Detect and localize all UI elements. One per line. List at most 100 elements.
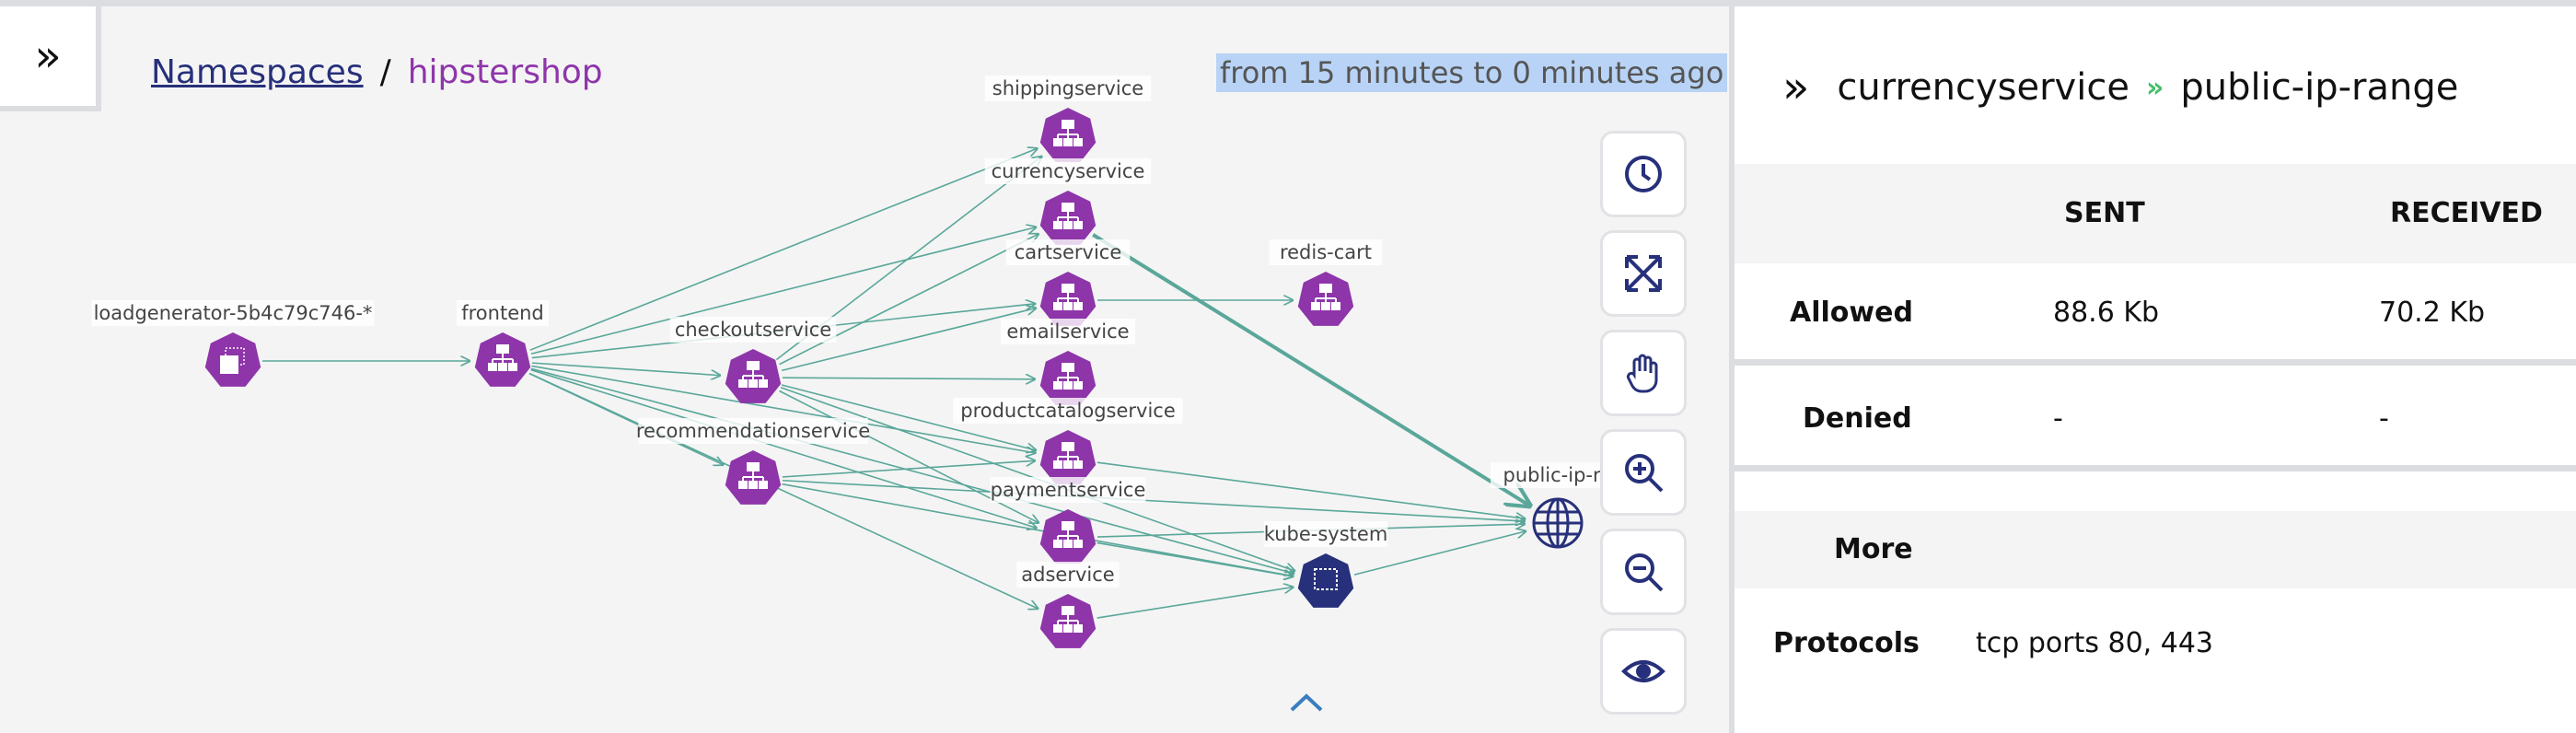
ns-hexagon-icon: [1297, 553, 1354, 608]
edge-recommendationservice-to-public-ip-range[interactable]: [782, 479, 1525, 521]
node-loadgenerator[interactable]: loadgenerator-5b4c79c746-*: [91, 300, 375, 387]
chevron-up-icon[interactable]: [1289, 692, 1324, 713]
expand-arrows-icon: [1625, 255, 1662, 292]
edge-frontend-to-paymentservice[interactable]: [530, 368, 1037, 529]
node-label: loadgenerator-5b4c79c746-*: [94, 302, 373, 324]
edge-frontend-to-checkoutservice[interactable]: [531, 362, 720, 376]
edge-frontend-to-productcatalogservice[interactable]: [531, 365, 1036, 452]
service-tree-icon: [1053, 521, 1083, 548]
edge-recommendationservice-to-kube-system[interactable]: [782, 483, 1293, 576]
service-tree-icon: [738, 462, 768, 489]
node-shippingservice[interactable]: shippingservice: [984, 76, 1152, 162]
node-paymentservice[interactable]: paymentservice: [990, 477, 1146, 564]
zoom-in-button[interactable]: [1600, 429, 1687, 516]
row-label: Allowed: [1790, 297, 1913, 329]
node-kube-system[interactable]: kube-system: [1264, 521, 1388, 608]
more-label: More: [1834, 533, 1913, 565]
sent-value: 88.6 Kb: [2053, 297, 2160, 329]
node-label: public-ip-ra: [1503, 464, 1612, 486]
breadcrumb-separator: /: [379, 53, 391, 91]
time-range-label[interactable]: from 15 minutes to 0 minutes ago: [1216, 53, 1728, 92]
details-panel: » currencyservice » public-ip-range SENT…: [1729, 6, 2576, 733]
node-frontend[interactable]: frontend: [457, 300, 549, 387]
protocols-label: Protocols: [1773, 627, 1920, 659]
visibility-button[interactable]: [1600, 628, 1687, 715]
panel-source: currencyservice: [1837, 66, 2129, 109]
service-tree-icon: [1053, 284, 1083, 310]
edge-frontend-to-kube-system[interactable]: [530, 367, 1294, 573]
edge-checkoutservice-to-emailservice[interactable]: [782, 378, 1035, 379]
hand-icon: [1626, 354, 1658, 393]
graph-canvas[interactable]: [0, 6, 1729, 733]
top-border: [0, 0, 2576, 6]
received-value: -: [2379, 402, 2389, 435]
zoom-out-icon: [1625, 553, 1664, 592]
namespace-icon: [1314, 568, 1338, 590]
network-graph[interactable]: loadgenerator-5b4c79c746-* frontend checko…: [0, 0, 1729, 733]
node-productcatalogservice[interactable]: productcatalogservice: [953, 398, 1183, 484]
node-adservice[interactable]: adservice: [1016, 562, 1120, 648]
zoom-in-icon: [1625, 454, 1664, 493]
globe-icon: [1532, 497, 1584, 549]
edge-currencyservice-to-public-ip-range[interactable]: [1092, 233, 1529, 506]
edge-productcatalogservice-to-public-ip-range[interactable]: [1097, 461, 1526, 518]
received-value: 70.2 Kb: [2379, 297, 2486, 329]
fit-view-button[interactable]: [1600, 230, 1687, 317]
node-label: paymentservice: [991, 479, 1146, 501]
edge-recommendationservice-to-productcatalogservice[interactable]: [782, 460, 1035, 478]
service-tree-icon: [1053, 442, 1083, 469]
node-label: recommendationservice: [636, 420, 870, 442]
table-row-denied: Denied - -: [1735, 366, 2576, 465]
node-checkoutservice[interactable]: checkoutservice: [669, 317, 837, 403]
edge-kube-system-to-public-ip-range[interactable]: [1353, 531, 1526, 576]
breadcrumb-current: hipstershop: [407, 53, 603, 91]
node-redis-cart[interactable]: redis-cart: [1269, 239, 1383, 326]
node-recommendationservice[interactable]: recommendationservice: [636, 418, 870, 505]
more-section-header: More: [1735, 511, 2576, 588]
table-row-allowed: Allowed 88.6 Kb 70.2 Kb: [1735, 263, 2576, 359]
edge-frontend-to-shippingservice[interactable]: [529, 148, 1038, 351]
node-cartservice[interactable]: cartservice: [1005, 239, 1131, 326]
edge-checkoutservice-to-currencyservice[interactable]: [779, 234, 1039, 366]
node-label: currencyservice: [992, 160, 1145, 182]
table-header: SENT RECEIVED: [1735, 164, 2576, 263]
divider: [1735, 465, 2576, 471]
node-label: checkoutservice: [675, 319, 831, 341]
breadcrumb-namespaces-link[interactable]: Namespaces: [151, 53, 364, 91]
pan-button[interactable]: [1600, 330, 1687, 416]
sent-value: -: [2053, 402, 2063, 435]
protocols-row: Protocols tcp ports 80, 443: [1735, 588, 2576, 681]
edge-checkoutservice-to-cartservice[interactable]: [781, 308, 1036, 372]
protocols-value: tcp ports 80, 443: [1976, 627, 2214, 659]
eye-icon: [1621, 660, 1665, 682]
service-tree-icon: [738, 361, 768, 388]
edge-checkoutservice-to-productcatalogservice[interactable]: [781, 384, 1036, 450]
service-tree-icon: [1053, 203, 1083, 229]
service-tree-icon: [488, 344, 517, 371]
breadcrumb: Namespaces / hipstershop: [151, 53, 603, 91]
edge-paymentservice-to-kube-system[interactable]: [1097, 541, 1294, 576]
deployment-icon: [220, 347, 245, 374]
edge-adservice-to-kube-system[interactable]: [1097, 588, 1294, 619]
time-range-button[interactable]: [1600, 131, 1687, 217]
node-label: productcatalogservice: [960, 400, 1176, 422]
node-label: frontend: [461, 302, 544, 324]
edge-frontend-to-currencyservice[interactable]: [530, 227, 1036, 355]
node-emailservice[interactable]: emailservice: [1001, 319, 1135, 405]
service-tree-icon: [1053, 120, 1083, 146]
expand-sidebar-button[interactable]: »: [0, 6, 101, 111]
direction-arrow-icon: »: [2145, 71, 2164, 104]
node-label: emailservice: [1006, 320, 1129, 343]
row-label: Denied: [1803, 402, 1912, 435]
clock-icon: [1625, 156, 1662, 192]
edge-frontend-to-adservice[interactable]: [528, 372, 1038, 608]
node-currencyservice[interactable]: currencyservice: [984, 158, 1152, 245]
zoom-out-button[interactable]: [1600, 529, 1687, 615]
collapse-panel-icon[interactable]: »: [1782, 62, 1810, 113]
node-label: shippingservice: [992, 77, 1143, 99]
column-sent: SENT: [2064, 197, 2145, 229]
node-label: redis-cart: [1280, 241, 1372, 263]
panel-target: public-ip-range: [2180, 66, 2459, 109]
service-tree-icon: [1053, 363, 1083, 390]
service-tree-icon: [1053, 606, 1083, 633]
